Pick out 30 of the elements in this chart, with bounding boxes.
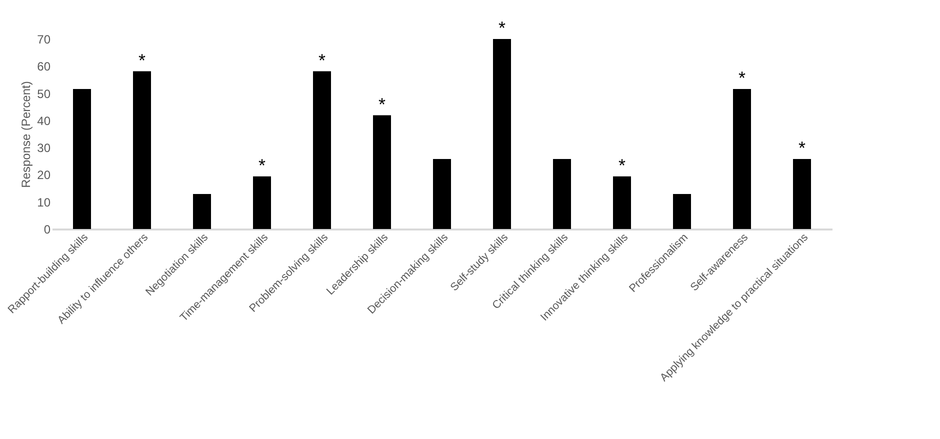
bar xyxy=(493,39,511,229)
annotation: * xyxy=(138,50,146,70)
bar xyxy=(133,71,151,229)
bar xyxy=(793,158,811,229)
y-tick-label: 50 xyxy=(37,86,51,101)
bar xyxy=(433,158,451,229)
bar xyxy=(373,115,391,229)
y-tick-label: 10 xyxy=(37,195,51,210)
annotation: * xyxy=(378,94,386,114)
annotation: * xyxy=(618,155,626,176)
annotation: * xyxy=(738,68,746,88)
y-tick-label: 20 xyxy=(37,168,51,182)
y-tick-label: 30 xyxy=(37,141,51,156)
bar xyxy=(733,88,751,229)
bar xyxy=(313,71,331,229)
annotation: * xyxy=(318,50,326,70)
y-axis-title: Response (Percent) xyxy=(19,81,34,188)
y-tick-label: 70 xyxy=(37,32,51,46)
bar xyxy=(253,176,271,229)
annotation: * xyxy=(498,18,506,38)
bar xyxy=(673,194,691,229)
bar xyxy=(73,88,91,229)
bar xyxy=(553,158,571,229)
y-tick-label: 60 xyxy=(37,60,51,74)
y-tick-label: 40 xyxy=(37,114,51,128)
y-tick-label: 0 xyxy=(44,222,51,236)
annotation: * xyxy=(798,138,806,158)
annotation: * xyxy=(258,155,266,176)
bar xyxy=(193,194,211,229)
bar xyxy=(613,176,631,229)
